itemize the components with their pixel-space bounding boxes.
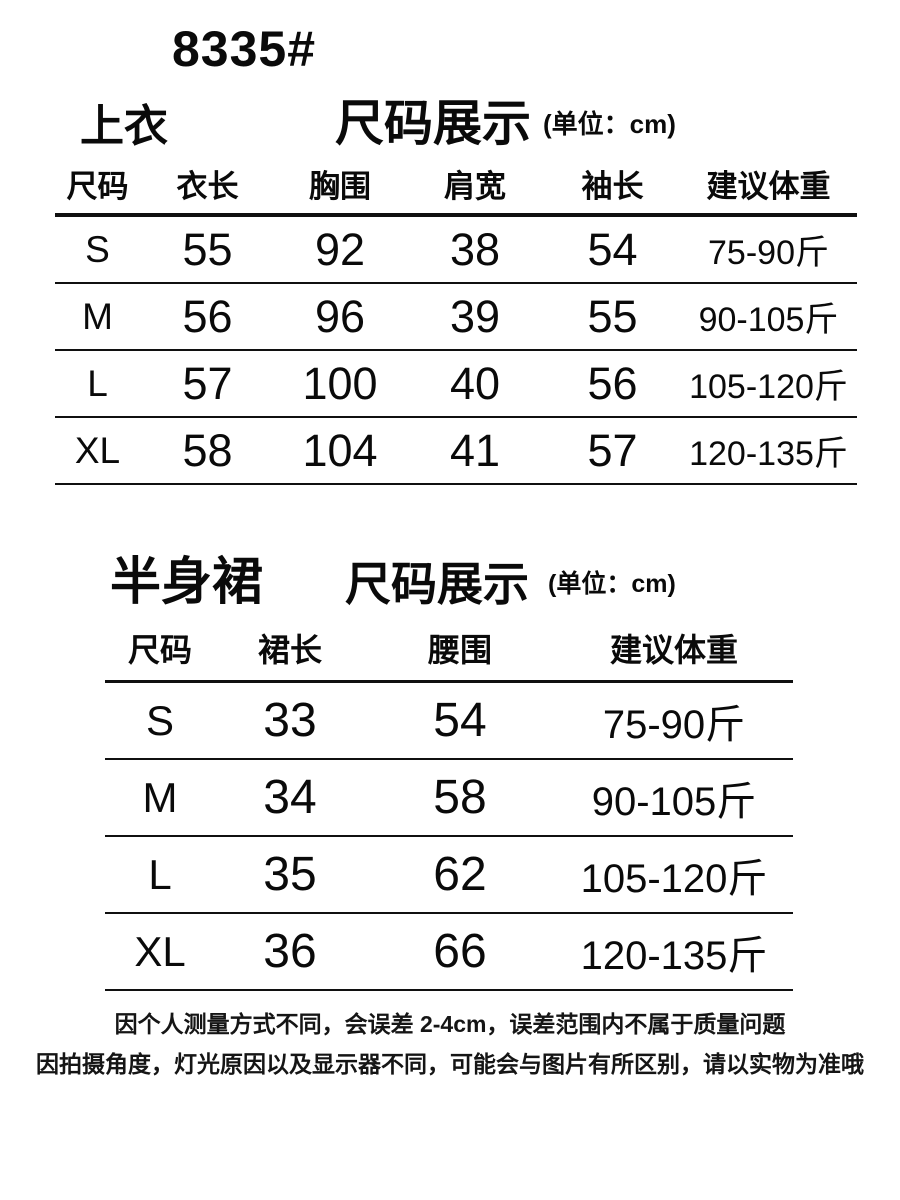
table-cell: 62 (365, 836, 555, 914)
table-cell: 96 (275, 283, 405, 351)
table-cell: 100 (275, 350, 405, 418)
table-row: XL 58 104 41 57 120-135斤 (55, 417, 857, 485)
column-header: 建议体重 (680, 158, 857, 217)
top-size-table: 尺码 衣长 胸围 肩宽 袖长 建议体重 S 55 92 38 54 75-90斤… (55, 158, 857, 485)
table-cell: 92 (275, 215, 405, 284)
table-cell: L (105, 836, 215, 914)
table-cell: 57 (545, 417, 680, 485)
table-cell: 56 (140, 283, 275, 351)
table-cell: 55 (140, 215, 275, 284)
skirt-unit-note: (单位：cm) (548, 570, 676, 598)
table-cell: XL (55, 417, 140, 485)
disclaimer-line-2: 因拍摄角度，灯光原因以及显示器不同，可能会与图片有所区别，请以实物为准哦 (36, 1051, 864, 1077)
table-cell: 34 (215, 759, 365, 837)
table-cell: 54 (365, 681, 555, 760)
table-row: M 34 58 90-105斤 (105, 759, 793, 837)
table-cell: 56 (545, 350, 680, 418)
table-cell: 58 (365, 759, 555, 837)
table-cell: 75-90斤 (555, 681, 793, 760)
column-header: 胸围 (275, 158, 405, 217)
table-cell: 120-135斤 (680, 417, 857, 485)
column-header: 尺码 (105, 620, 215, 683)
table-row: L 57 100 40 56 105-120斤 (55, 350, 857, 418)
table-cell: S (55, 215, 140, 284)
table-cell: 105-120斤 (680, 350, 857, 418)
table-cell: 58 (140, 417, 275, 485)
table-cell: M (55, 283, 140, 351)
table-cell: 55 (545, 283, 680, 351)
top-unit-note: (单位：cm) (543, 109, 676, 139)
table-cell: 105-120斤 (555, 836, 793, 914)
column-header: 袖长 (545, 158, 680, 217)
disclaimer-notes: 因个人测量方式不同，会误差 2-4cm，误差范围内不属于质量问题 因拍摄角度，灯… (0, 1004, 900, 1084)
table-cell: 40 (405, 350, 545, 418)
column-header: 裙长 (215, 620, 365, 683)
table-cell: 35 (215, 836, 365, 914)
column-header: 肩宽 (405, 158, 545, 217)
table-cell: S (105, 681, 215, 760)
table-cell: 66 (365, 913, 555, 991)
table-cell: 36 (215, 913, 365, 991)
column-header: 腰围 (365, 620, 555, 683)
column-header: 尺码 (55, 158, 140, 217)
table-row: L 35 62 105-120斤 (105, 836, 793, 914)
column-header: 衣长 (140, 158, 275, 217)
top-table-header-row: 尺码 衣长 胸围 肩宽 袖长 建议体重 (55, 158, 857, 217)
table-cell: 57 (140, 350, 275, 418)
table-cell: 39 (405, 283, 545, 351)
table-cell: 104 (275, 417, 405, 485)
table-cell: 33 (215, 681, 365, 760)
top-category-label: 上衣 (80, 102, 168, 151)
table-row: M 56 96 39 55 90-105斤 (55, 283, 857, 351)
skirt-category-label: 半身裙 (110, 553, 264, 610)
table-cell: 38 (405, 215, 545, 284)
table-cell: L (55, 350, 140, 418)
table-cell: 120-135斤 (555, 913, 793, 991)
table-cell: 75-90斤 (680, 215, 857, 284)
table-row: XL 36 66 120-135斤 (105, 913, 793, 991)
table-row: S 55 92 38 54 75-90斤 (55, 215, 857, 284)
table-cell: 41 (405, 417, 545, 485)
product-code: 8335# (172, 21, 317, 77)
column-header: 建议体重 (555, 620, 793, 683)
top-size-chart-title: 尺码展示 (335, 97, 532, 151)
skirt-table-header-row: 尺码 裙长 腰围 建议体重 (105, 620, 793, 683)
skirt-size-table: 尺码 裙长 腰围 建议体重 S 33 54 75-90斤 M 34 58 90-… (105, 620, 793, 991)
table-cell: M (105, 759, 215, 837)
table-cell: 90-105斤 (555, 759, 793, 837)
table-cell: 90-105斤 (680, 283, 857, 351)
table-cell: XL (105, 913, 215, 991)
disclaimer-line-1: 因个人测量方式不同，会误差 2-4cm，误差范围内不属于质量问题 (114, 1011, 786, 1037)
table-cell: 54 (545, 215, 680, 284)
table-row: S 33 54 75-90斤 (105, 681, 793, 760)
skirt-size-chart-title: 尺码展示 (345, 558, 529, 610)
